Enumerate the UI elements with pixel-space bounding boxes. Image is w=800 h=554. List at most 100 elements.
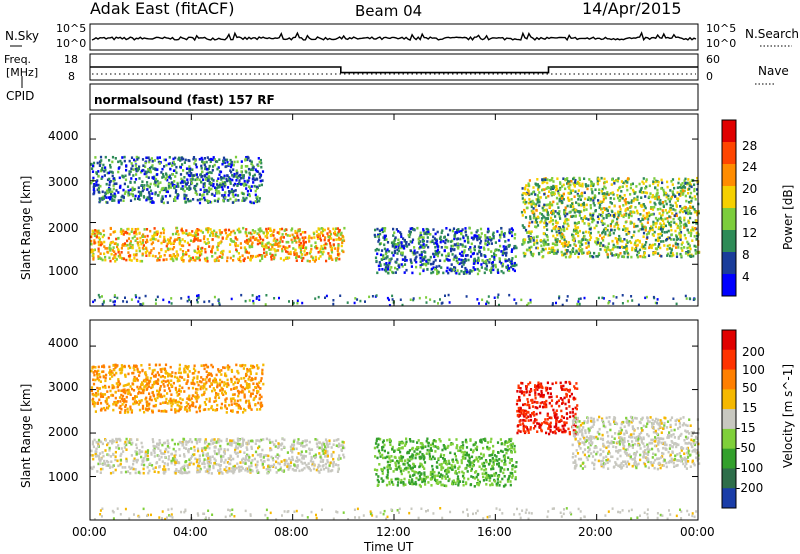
data-point [584, 242, 587, 245]
data-point [217, 448, 220, 451]
data-point [173, 198, 176, 201]
data-point [92, 192, 95, 196]
data-point [559, 181, 562, 184]
data-point [197, 245, 200, 248]
data-point [622, 255, 626, 259]
data-point [200, 249, 203, 253]
data-point [548, 220, 551, 224]
data-point [130, 156, 134, 159]
data-point [606, 228, 609, 232]
data-point [573, 243, 576, 246]
data-point [563, 238, 566, 241]
data-point [163, 165, 166, 168]
data-point [182, 437, 185, 441]
data-point [632, 190, 635, 194]
data-point [554, 243, 557, 247]
data-point [235, 445, 238, 448]
data-point [109, 259, 112, 263]
data-point [251, 294, 254, 297]
data-point [166, 439, 169, 442]
data-point [642, 231, 646, 235]
data-point [239, 173, 242, 177]
data-point [203, 458, 206, 461]
data-point [156, 295, 159, 299]
data-point [543, 221, 546, 225]
data-point [295, 447, 298, 451]
data-point [643, 225, 646, 229]
data-point [192, 258, 195, 262]
data-point [143, 196, 146, 199]
data-point [387, 268, 390, 271]
data-point [133, 181, 136, 184]
data-point [251, 439, 254, 443]
data-point [238, 438, 241, 442]
data-point [484, 255, 487, 258]
data-point [472, 236, 475, 240]
data-point [652, 253, 655, 256]
data-point [392, 234, 395, 237]
data-point [558, 198, 561, 202]
data-point [109, 249, 112, 252]
data-point [163, 469, 166, 473]
data-point [124, 190, 127, 194]
data-point [147, 191, 151, 194]
data-point [313, 454, 316, 458]
data-point [261, 254, 264, 258]
data-point [616, 179, 619, 183]
data-point [415, 265, 418, 269]
data-point [500, 233, 503, 236]
data-point [644, 226, 647, 229]
nave-tick-bottom: 0 [706, 70, 713, 83]
data-point [484, 267, 487, 270]
data-point [150, 197, 153, 200]
data-point [196, 176, 199, 179]
data-point [136, 438, 139, 441]
data-point [174, 199, 177, 202]
data-point [455, 231, 459, 234]
data-point [577, 297, 580, 301]
data-point [550, 229, 554, 233]
data-point [660, 187, 663, 190]
data-point [327, 470, 330, 473]
data-point [171, 257, 174, 261]
data-point [195, 173, 198, 176]
data-point [475, 230, 478, 234]
data-point [458, 258, 461, 261]
data-point [179, 469, 183, 472]
data-point [337, 438, 340, 441]
data-point [122, 188, 125, 192]
data-point [684, 206, 687, 209]
nave-tick-top: 60 [706, 53, 720, 66]
data-point [319, 237, 322, 240]
data-point [121, 175, 124, 178]
data-point [438, 251, 441, 254]
data-point [339, 233, 342, 236]
data-point [116, 296, 119, 300]
data-point [397, 230, 400, 233]
data-point [587, 241, 590, 245]
data-point [289, 445, 292, 449]
data-point [558, 193, 561, 197]
data-point [138, 246, 141, 250]
data-point [447, 254, 450, 257]
data-point [145, 170, 148, 174]
data-point [179, 181, 182, 185]
data-point [497, 271, 500, 274]
data-point [100, 159, 103, 162]
data-point [322, 441, 325, 445]
data-point [144, 165, 147, 168]
data-point [291, 443, 294, 447]
data-point [259, 158, 262, 162]
data-point [153, 447, 156, 450]
data-point [587, 224, 590, 227]
data-point [542, 241, 545, 244]
data-point [211, 455, 214, 458]
data-point [490, 266, 493, 270]
data-point [435, 265, 438, 268]
data-point [462, 263, 465, 266]
data-point [634, 249, 637, 252]
data-point [169, 177, 172, 180]
data-point [609, 192, 612, 195]
data-point [104, 439, 107, 442]
data-point [211, 234, 215, 237]
